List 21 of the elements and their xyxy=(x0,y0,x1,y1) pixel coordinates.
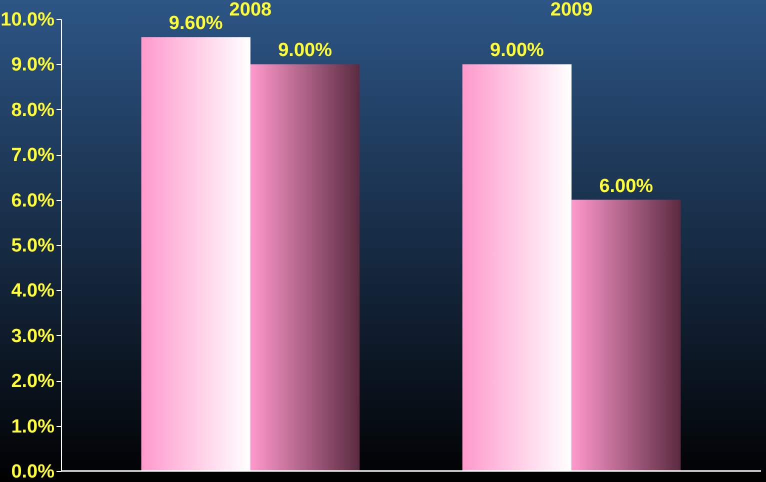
y-tick-label: 7.0% xyxy=(11,145,55,166)
data-label: 6.00% xyxy=(599,176,654,197)
y-tick-label: 10.0% xyxy=(0,10,55,30)
y-tick-label: 8.0% xyxy=(11,100,55,121)
data-label: 9.00% xyxy=(278,40,332,62)
data-label: 9.00% xyxy=(490,40,544,62)
bar xyxy=(250,64,360,471)
y-tick-label: 3.0% xyxy=(11,326,55,347)
x-tick-label: 2008 xyxy=(229,0,272,20)
y-tick-label: 5.0% xyxy=(11,236,55,256)
y-tick-label: 2.0% xyxy=(11,371,55,392)
y-tick-label: 6.0% xyxy=(11,190,55,212)
x-tick-label: 2009 xyxy=(550,0,593,20)
bar xyxy=(572,200,681,471)
data-label: 9.60% xyxy=(168,13,223,34)
y-tick-label: 1.0% xyxy=(11,416,55,438)
y-tick-label: 4.0% xyxy=(11,280,55,302)
bar xyxy=(462,64,572,471)
y-tick-label: 0.0% xyxy=(11,462,55,482)
bar xyxy=(141,37,250,471)
y-tick-label: 9.0% xyxy=(11,54,55,76)
